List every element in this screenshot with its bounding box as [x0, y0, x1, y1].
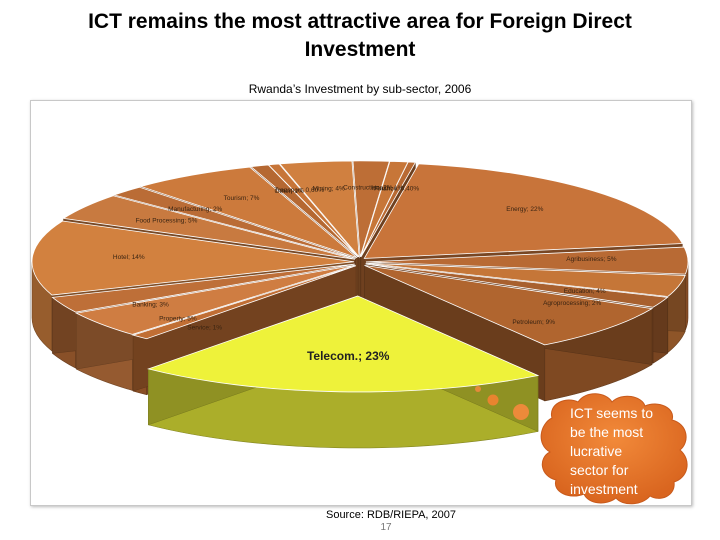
callout-line: ICT seems to	[570, 405, 653, 421]
pie-slice-top	[365, 262, 686, 297]
pie-slice-top	[360, 161, 417, 258]
slice-label: Mining; 4%	[313, 185, 345, 192]
pie-slice-top	[364, 264, 654, 346]
callout-line: investment	[570, 481, 638, 497]
slice-label: Agroprocessing; 2%	[543, 300, 601, 307]
slide-title: ICT remains the most attractive area for…	[0, 8, 720, 64]
callout-bubble	[475, 386, 688, 505]
pie-slice-top	[112, 186, 356, 259]
slice-label: Other; 1%	[275, 188, 304, 195]
slice-label: Health; 1%	[372, 185, 404, 192]
slice-label: Finance; 0,40%	[374, 186, 419, 193]
slice-label: Transport; 0,60%	[274, 187, 324, 194]
pie-slices	[31, 160, 689, 449]
chart-subtitle: Rwanda’s Investment by sub-sector, 2006	[248, 82, 472, 96]
pie-slice-top	[31, 220, 355, 296]
pie-slice-top	[352, 160, 390, 258]
pie-slice-top	[75, 264, 356, 335]
slide-title-line-1: ICT remains the most attractive area for…	[88, 10, 632, 33]
slice-label: Construction; 2%	[343, 185, 393, 192]
slice-label: Service; 1%	[187, 325, 222, 332]
pie-slice-top	[51, 263, 355, 313]
slice-label: Education; 4%	[564, 288, 606, 295]
slice-label: Manufacturing; 2%	[168, 206, 222, 213]
thought-dot-small	[475, 386, 481, 392]
slice-label: Banking; 3%	[132, 302, 169, 309]
pie-slice-top	[147, 295, 540, 393]
thought-dot-medium	[487, 394, 499, 406]
page-number: 17	[380, 522, 392, 533]
slice-label: Agribusiness; 5%	[566, 256, 616, 263]
slice-label: Telecom.; 23%	[307, 349, 390, 363]
slice-label: Petroleum; 9%	[512, 319, 555, 326]
pie-slice-top	[279, 160, 360, 259]
callout-line: be the most	[570, 424, 644, 440]
pie-slice-top	[131, 265, 357, 340]
callout-line: sector for	[570, 462, 629, 478]
pie-slice-top	[139, 166, 358, 258]
pie-slice-top	[363, 163, 684, 259]
source-note: Source: RDB/RIEPA, 2007	[325, 509, 457, 521]
slice-label: Hotel; 14%	[113, 254, 145, 261]
thought-dot-large	[513, 404, 529, 420]
pie-slice-top	[249, 164, 359, 258]
pie-labels: Energy; 22% Agribusiness; 5% Education; 4%…	[113, 185, 617, 363]
slice-label: Property; 5%	[159, 316, 197, 323]
slice-label: Food Processing; 5%	[136, 217, 198, 224]
pie-slice-top	[62, 195, 356, 260]
pie-slice-top	[365, 263, 669, 308]
pie-slice-telecom-	[147, 295, 540, 449]
slice-label: Tourism; 7%	[224, 195, 260, 202]
callout-line: lucrative	[570, 443, 623, 459]
pie-slice-top	[365, 246, 689, 275]
slice-label: Energy; 22%	[506, 206, 543, 213]
callout-cloud	[540, 393, 688, 505]
callout-text: ICT seems to be the most lucrative secto…	[570, 404, 694, 499]
slide-title-line-2: Investment	[304, 38, 416, 61]
